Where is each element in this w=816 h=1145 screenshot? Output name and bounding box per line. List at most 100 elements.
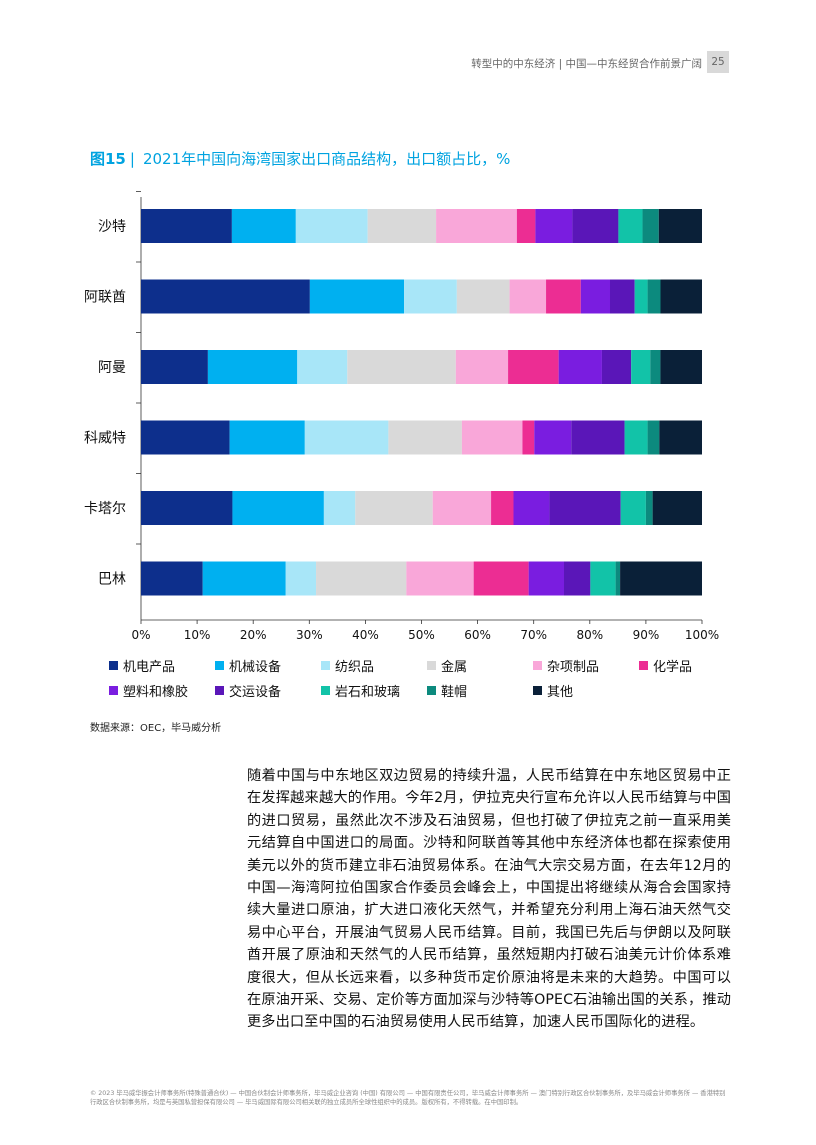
bar-segment (647, 420, 660, 455)
legend-swatch (639, 660, 648, 670)
bar-segment (508, 350, 559, 384)
legend-label: 鞋帽 (441, 684, 468, 700)
category-label: 阿曼 (98, 360, 126, 376)
bar-segment (347, 350, 456, 384)
body-paragraph: 随着中国与中东地区双边贸易的持续升温，人民币结算在中东地区贸易中正在发挥越来越大… (247, 768, 731, 1031)
bar-segment (590, 561, 616, 596)
figure-title-separator: | (129, 150, 135, 168)
bar-segment (618, 209, 643, 243)
bar-segment (535, 209, 573, 243)
bar-segment (660, 350, 702, 384)
bar-segment (652, 491, 702, 525)
bar-segment (295, 209, 368, 243)
bar-segment (660, 279, 702, 314)
bar-segment (659, 420, 702, 455)
bar-segment (534, 420, 572, 455)
bar-segment (650, 350, 661, 384)
legend-item: 其他 (533, 682, 639, 700)
legend-label: 交运设备 (229, 684, 282, 700)
bar-segment (141, 279, 310, 314)
legend-label: 杂项制品 (547, 659, 600, 675)
bar-segment (513, 491, 550, 525)
bar-segment (634, 279, 648, 314)
bar-segment (609, 279, 635, 314)
bar-segment (580, 279, 610, 314)
x-tick-label: 70% (520, 628, 547, 642)
legend-label: 化学品 (653, 659, 693, 675)
bar-segment (432, 491, 492, 525)
legend-item: 鞋帽 (427, 682, 533, 700)
category-label: 沙特 (98, 219, 126, 235)
category-label: 科威特 (84, 431, 126, 447)
bar-segment (285, 561, 317, 596)
bar-segment (601, 350, 632, 384)
category-label: 阿联酋 (84, 289, 126, 306)
legend-item: 机械设备 (215, 657, 321, 675)
bar-segment (624, 420, 648, 455)
x-tick-label: 30% (296, 628, 323, 642)
figure-label: 图15 (90, 150, 126, 168)
legend-label: 机电产品 (123, 659, 176, 675)
bar-segment (231, 209, 296, 243)
legend-item: 塑料和橡胶 (109, 682, 215, 700)
legend-swatch (533, 685, 542, 695)
legend-item: 纺织品 (321, 657, 427, 675)
legend-swatch (215, 685, 224, 695)
bar-segment (316, 561, 407, 596)
category-label: 卡塔尔 (84, 501, 126, 517)
bar-segment (367, 209, 437, 243)
bar-segment (436, 209, 517, 243)
bar-segment (388, 420, 462, 455)
legend-item: 机电产品 (109, 657, 215, 675)
figure-title-text: 2021年中国向海湾国家出口商品结构，出口额占比，% (142, 150, 511, 168)
bar-segment (516, 209, 536, 243)
x-tick-label: 40% (352, 628, 379, 642)
chart-legend: 机电产品 机械设备 纺织品 金属 杂项制品 化学品塑料和橡胶 交运设备 岩石和玻璃 鞋帽 其他 (109, 657, 729, 700)
legend-item: 杂项制品 (533, 657, 639, 675)
legend-swatch (427, 685, 436, 695)
legend-item: 岩石和玻璃 (321, 682, 427, 700)
bar-segment (141, 420, 230, 455)
bar-segment (141, 491, 233, 525)
bar-segment (141, 561, 203, 596)
legend-item: 金属 (427, 657, 533, 675)
legend-swatch (533, 660, 542, 670)
bar-segment (323, 491, 356, 525)
bar-segment (202, 561, 286, 596)
bar-segment (229, 420, 305, 455)
legend-item: 化学品 (639, 657, 745, 675)
bar-segment (645, 491, 653, 525)
bar-segment (491, 491, 514, 525)
x-tick-label: 90% (633, 628, 660, 642)
bar-segment (620, 561, 702, 596)
x-tick-label: 100% (685, 628, 719, 642)
x-tick-label: 0% (131, 628, 150, 642)
legend-label: 塑料和橡胶 (123, 684, 189, 700)
bar-segment (528, 561, 564, 596)
legend-swatch (109, 685, 118, 695)
bar-segment (473, 561, 529, 596)
bar-segment (304, 420, 389, 455)
x-tick-label: 60% (464, 628, 491, 642)
x-tick-label: 50% (408, 628, 435, 642)
bar-segment (355, 491, 433, 525)
running-header: 转型中的中东经济 | 中国—中东经贸合作前景广阔 (471, 58, 702, 70)
bar-segment (571, 420, 625, 455)
bar-segment (615, 561, 621, 596)
bar-segment (309, 279, 405, 314)
figure-title: 图15 | 2021年中国向海湾国家出口商品结构，出口额占比，% (90, 148, 510, 169)
legend-label: 其他 (547, 684, 574, 700)
legend-swatch (427, 660, 436, 670)
bar-segment (522, 420, 535, 455)
bar-segment (563, 561, 591, 596)
legend-item: 交运设备 (215, 682, 321, 700)
bar-segment (297, 350, 348, 384)
legend-swatch (215, 660, 224, 670)
bar-segment (207, 350, 298, 384)
legend-swatch (109, 660, 118, 670)
page-number: 25 (707, 51, 729, 73)
bar-segment (546, 279, 581, 314)
x-tick-label: 20% (240, 628, 267, 642)
bar-segment (404, 279, 457, 314)
